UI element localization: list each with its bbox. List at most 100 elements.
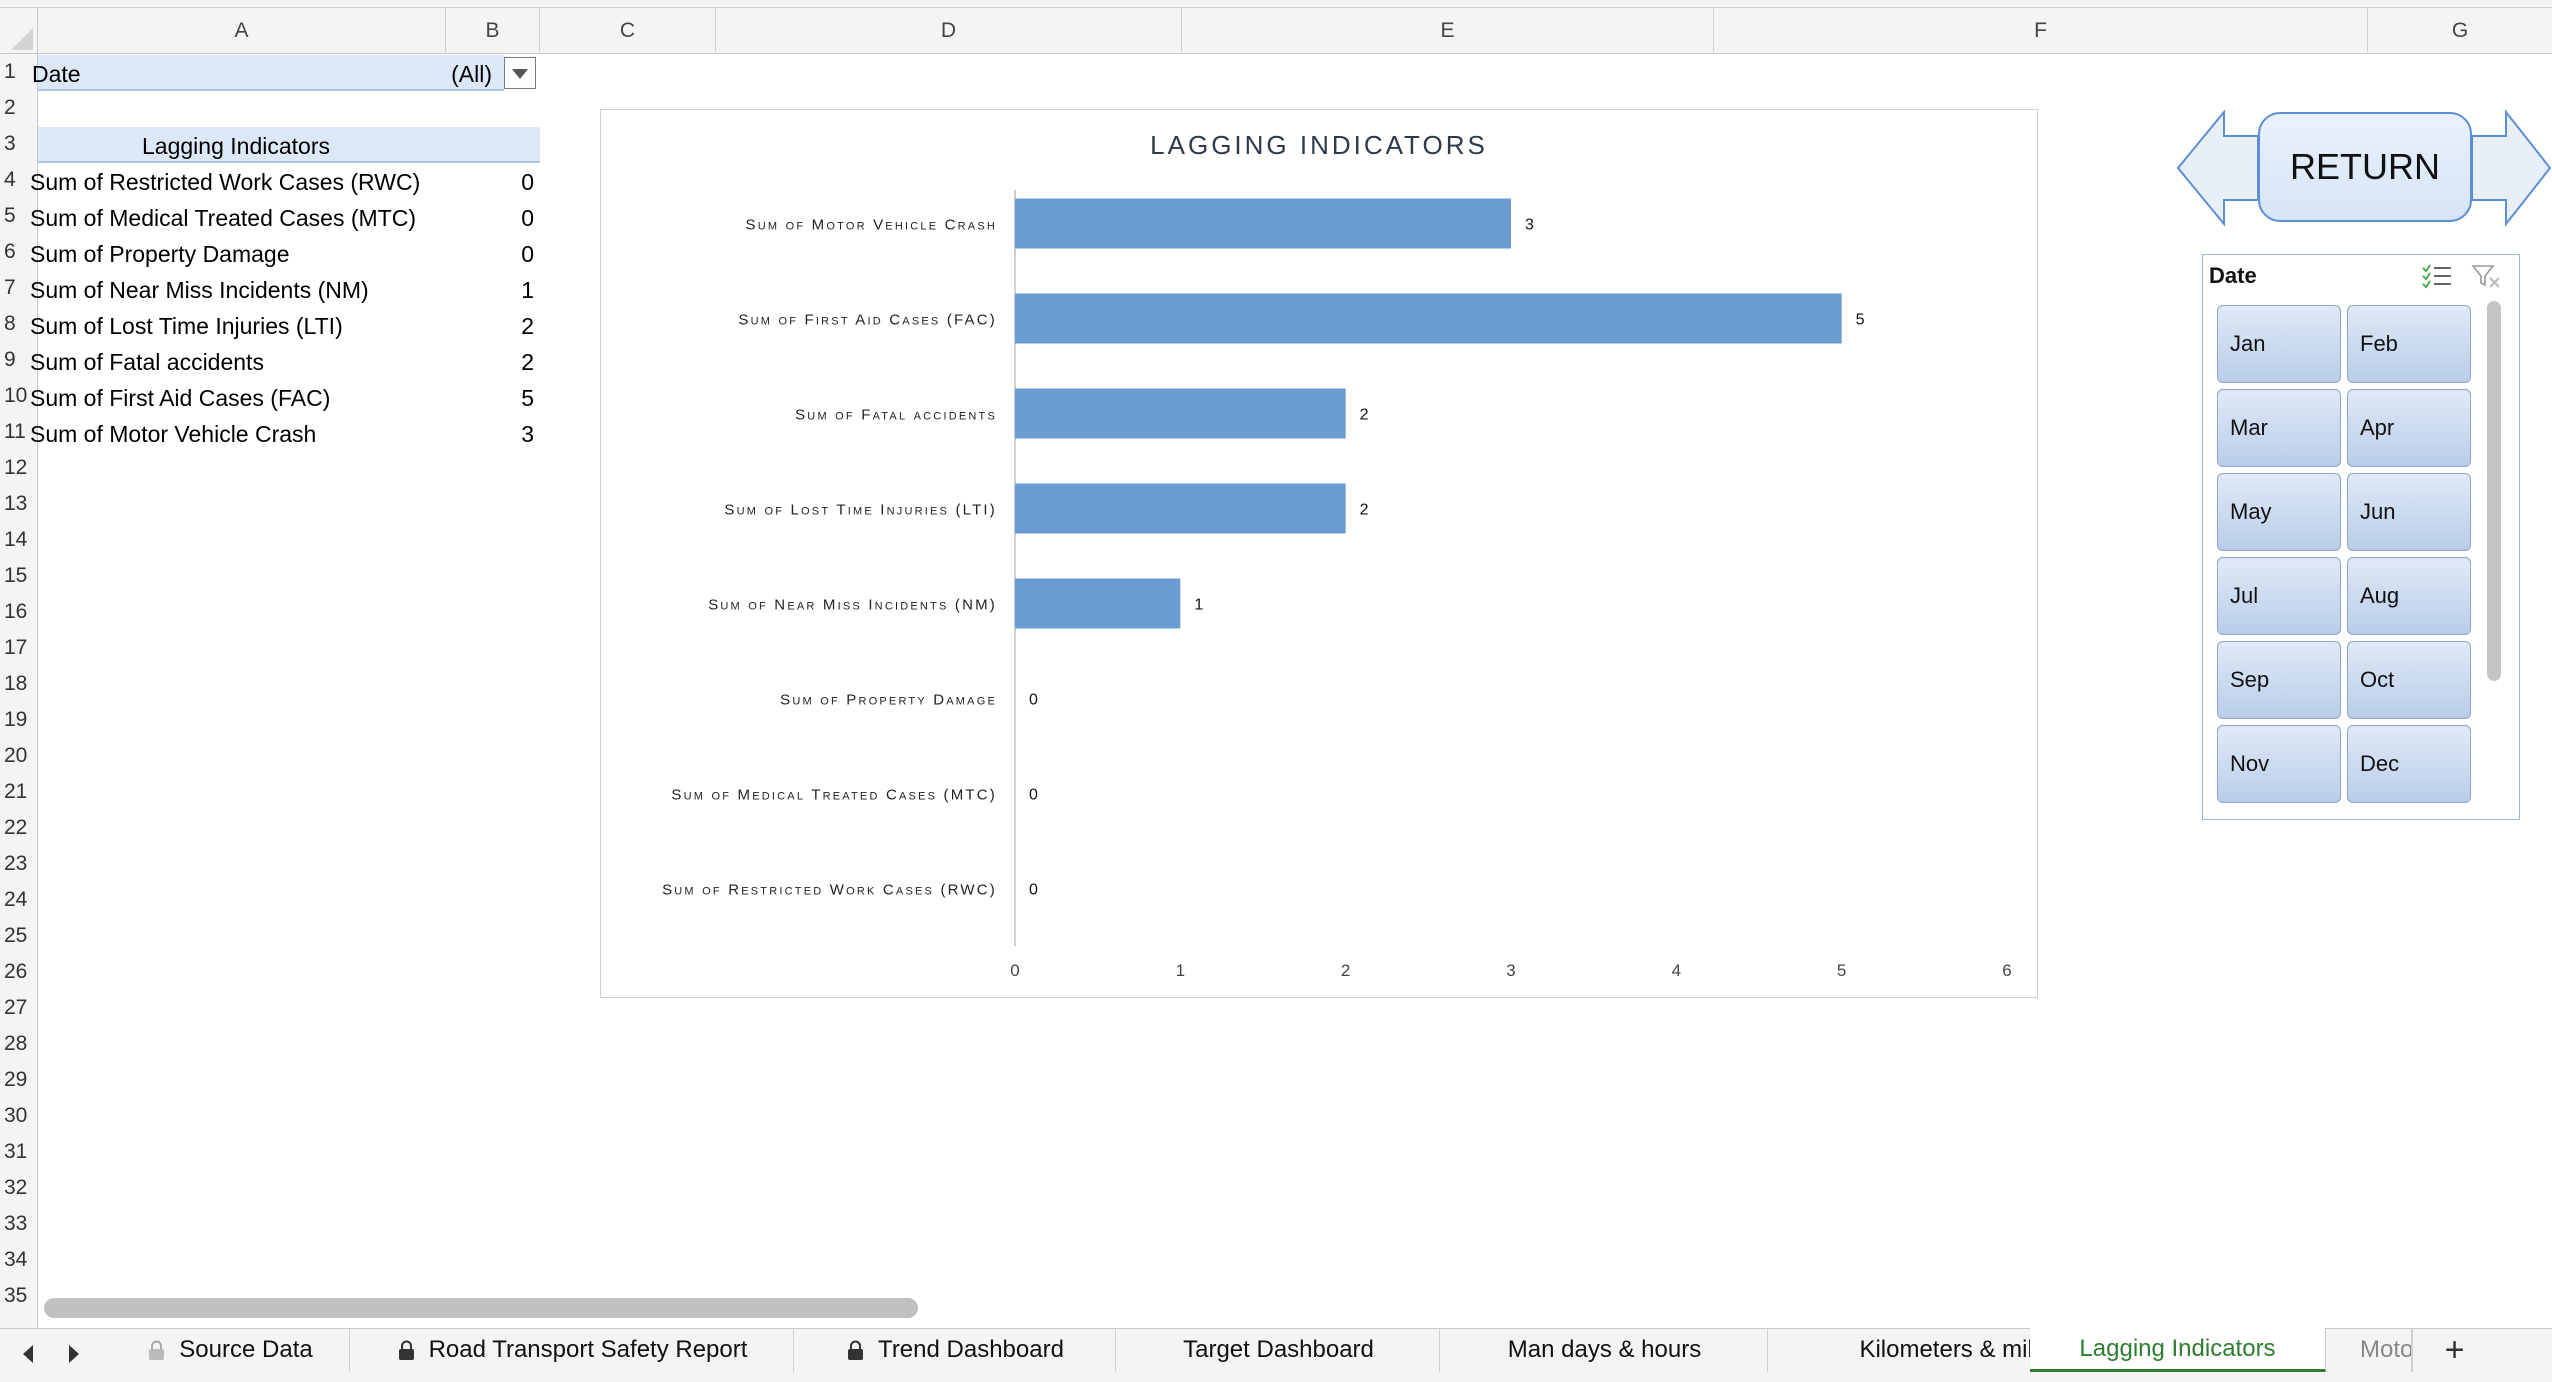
pivot-row-value[interactable]: 2 [521, 313, 534, 339]
column-header-f[interactable]: F [1714, 8, 2368, 54]
row-header-3[interactable]: 3 [4, 132, 16, 155]
row-header-30[interactable]: 30 [4, 1104, 28, 1127]
pivot-row-label[interactable]: Sum of Fatal accidents [30, 349, 264, 375]
sheet-tab-label: Trend Dashboard [878, 1336, 1064, 1363]
pivot-row-label[interactable]: Sum of Property Damage [30, 241, 290, 267]
row-header-16[interactable]: 16 [4, 600, 28, 623]
slicer-month-nov[interactable]: Nov [2217, 725, 2341, 803]
chart-bar [1015, 198, 1511, 249]
row-header-27[interactable]: 27 [4, 996, 28, 1019]
sheet-tab-label: Road Transport Safety Report [428, 1336, 748, 1363]
multi-select-icon[interactable] [2421, 263, 2453, 289]
pivot-row-value[interactable]: 1 [521, 277, 534, 303]
lagging-indicators-chart[interactable]: LAGGING INDICATORS Sum of Motor Vehicle C… [600, 109, 2038, 998]
slicer-month-dec[interactable]: Dec [2347, 725, 2471, 803]
slicer-month-jan[interactable]: Jan [2217, 305, 2341, 383]
pivot-row-label[interactable]: Sum of Near Miss Incidents (NM) [30, 277, 369, 303]
row-header-13[interactable]: 13 [4, 492, 28, 515]
row-header-28[interactable]: 28 [4, 1032, 28, 1055]
column-header-b[interactable]: B [446, 8, 540, 54]
pivot-row-label[interactable]: Sum of Restricted Work Cases (RWC) [30, 169, 421, 195]
row-header-26[interactable]: 26 [4, 960, 28, 983]
slicer-month-mar[interactable]: Mar [2217, 389, 2341, 467]
slicer-month-feb[interactable]: Feb [2347, 305, 2471, 383]
row-header-21[interactable]: 21 [4, 780, 28, 803]
row-header-33[interactable]: 33 [4, 1212, 28, 1235]
slicer-month-oct[interactable]: Oct [2347, 641, 2471, 719]
row-header-6[interactable]: 6 [4, 240, 16, 263]
row-header-14[interactable]: 14 [4, 528, 28, 551]
pivot-row-value[interactable]: 3 [521, 421, 534, 447]
pivot-row-label[interactable]: Sum of Medical Treated Cases (MTC) [30, 205, 417, 231]
slicer-month-jul[interactable]: Jul [2217, 557, 2341, 635]
row-header-2[interactable]: 2 [4, 96, 16, 119]
slicer-month-sep[interactable]: Sep [2217, 641, 2341, 719]
row-header-34[interactable]: 34 [4, 1248, 28, 1271]
pivot-row-value[interactable]: 2 [521, 349, 534, 375]
column-header-a[interactable]: A [38, 8, 446, 54]
sheet-tab-lagging-indicators[interactable]: Lagging Indicators [2030, 1328, 2326, 1372]
slicer-month-aug[interactable]: Aug [2347, 557, 2471, 635]
row-header-23[interactable]: 23 [4, 852, 28, 875]
slicer-month-apr[interactable]: Apr [2347, 389, 2471, 467]
sheet-tab-road-transport-safety-report[interactable]: Road Transport Safety Report [352, 1328, 794, 1372]
pivot-row-label[interactable]: Sum of Lost Time Injuries (LTI) [30, 313, 343, 339]
row-header-31[interactable]: 31 [4, 1140, 28, 1163]
tab-scroll-left-icon[interactable] [18, 1342, 38, 1366]
row-header-4[interactable]: 4 [4, 168, 16, 191]
date-slicer: Date Jan Feb Mar Apr May Jun Jul Aug Sep Oct Nov De… [2202, 254, 2520, 820]
row-header-35[interactable]: 35 [4, 1284, 28, 1307]
slicer-month-jun[interactable]: Jun [2347, 473, 2471, 551]
row-header-5[interactable]: 5 [4, 204, 16, 227]
row-header-1[interactable]: 1 [4, 60, 16, 83]
column-header-e[interactable]: E [1182, 8, 1714, 54]
horizontal-scrollbar[interactable] [44, 1298, 918, 1318]
sheet-tab-target-dashboard[interactable]: Target Dashboard [1118, 1328, 1440, 1372]
chart-bar [1015, 293, 1842, 344]
row-header-15[interactable]: 15 [4, 564, 28, 587]
row-header-19[interactable]: 19 [4, 708, 28, 731]
row-header-22[interactable]: 22 [4, 816, 28, 839]
add-sheet-button[interactable]: + [2412, 1328, 2496, 1372]
pivot-row-value[interactable]: 5 [521, 385, 534, 411]
sheet-tab-label: Man days & hours [1507, 1336, 1702, 1363]
row-header-20[interactable]: 20 [4, 744, 28, 767]
row-header-32[interactable]: 32 [4, 1176, 28, 1199]
row-header-12[interactable]: 12 [4, 456, 28, 479]
sheet-tab-moto[interactable]: Moto [2330, 1328, 2412, 1372]
return-button[interactable]: RETURN [2258, 112, 2472, 222]
title-strip [0, 0, 2552, 8]
column-header-d[interactable]: D [716, 8, 1182, 54]
slicer-month-may[interactable]: May [2217, 473, 2341, 551]
row-header-17[interactable]: 17 [4, 636, 28, 659]
pivot-row-label[interactable]: Sum of First Aid Cases (FAC) [30, 385, 331, 411]
row-header-24[interactable]: 24 [4, 888, 28, 911]
chart-data-label: 2 [1360, 502, 1369, 519]
chart-bar [1015, 388, 1346, 439]
row-header-18[interactable]: 18 [4, 672, 28, 695]
chart-bar [1015, 483, 1346, 534]
row-header-10[interactable]: 10 [4, 384, 28, 407]
row-header-29[interactable]: 29 [4, 1068, 28, 1091]
sheet-tab-source-data[interactable]: Source Data [112, 1328, 350, 1372]
row-header-11[interactable]: 11 [4, 420, 26, 443]
pivot-row-value[interactable]: 0 [521, 205, 534, 231]
row-header-8[interactable]: 8 [4, 312, 16, 335]
pivot-header: Lagging Indicators [142, 133, 330, 159]
sheet-tab-man-days-hours[interactable]: Man days & hours [1442, 1328, 1768, 1372]
pivot-row-label[interactable]: Sum of Motor Vehicle Crash [30, 421, 317, 447]
select-all-corner[interactable] [0, 8, 38, 54]
column-header-g[interactable]: G [2451, 19, 2469, 42]
slicer-scrollbar[interactable] [2487, 301, 2501, 681]
sheet-tab-trend-dashboard[interactable]: Trend Dashboard [796, 1328, 1116, 1372]
pivot-row-value[interactable]: 0 [521, 241, 534, 267]
row-header-7[interactable]: 7 [4, 276, 16, 299]
row-header-25[interactable]: 25 [4, 924, 28, 947]
clear-filter-icon[interactable] [2471, 263, 2503, 289]
row-header-9[interactable]: 9 [4, 348, 16, 371]
pivot-row-value[interactable]: 0 [521, 169, 534, 195]
pivot-filter-dropdown[interactable] [504, 57, 536, 89]
tab-scroll-right-icon[interactable] [64, 1342, 84, 1366]
column-header-c[interactable]: C [540, 8, 716, 54]
chart-tick-label: 5 [1837, 961, 1846, 980]
